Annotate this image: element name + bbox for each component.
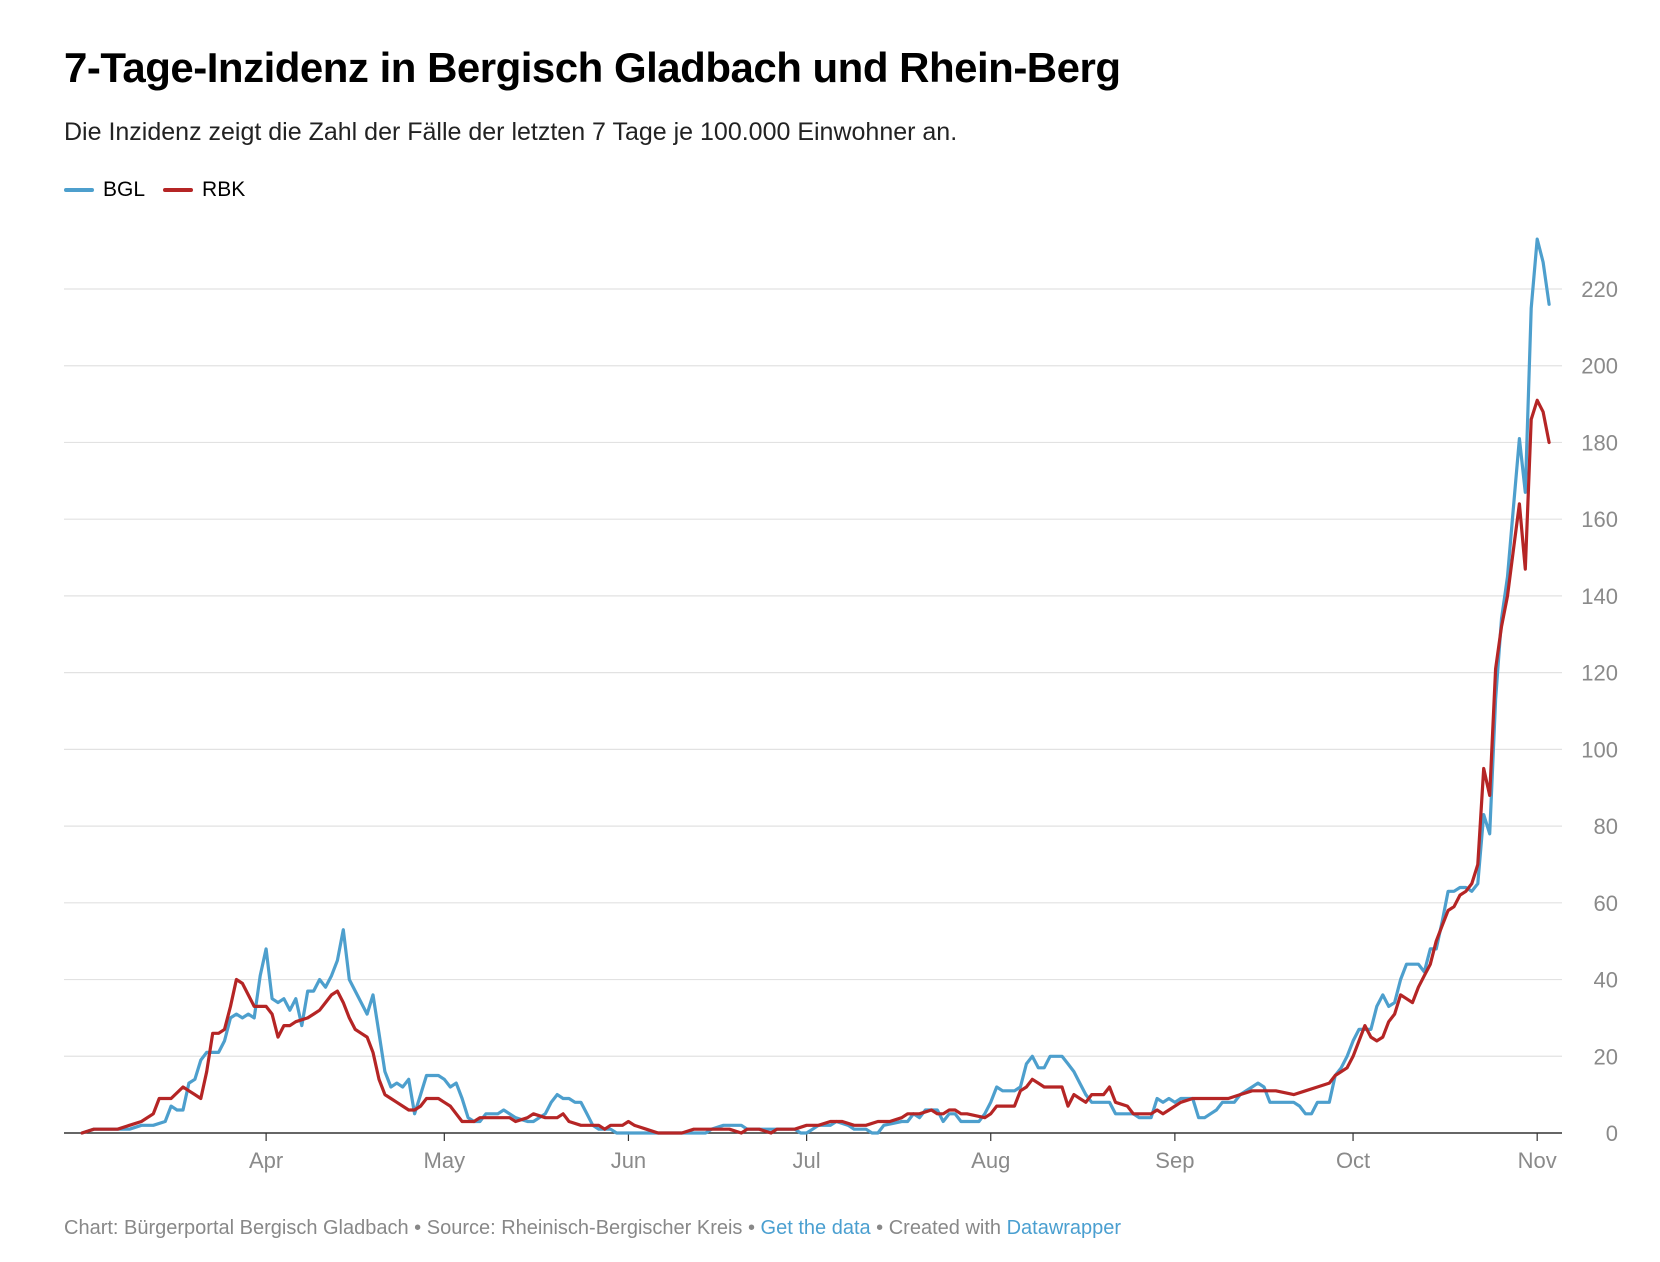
y-tick-label: 160 bbox=[1581, 507, 1618, 532]
footer-created-with: • Created with bbox=[870, 1217, 1007, 1239]
footer-credit: Chart: Bürgerportal Bergisch Gladbach • … bbox=[64, 1217, 761, 1239]
legend-item-bgl: BGL bbox=[64, 178, 145, 202]
chart-subtitle: Die Inzidenz zeigt die Zahl der Fälle de… bbox=[64, 118, 958, 146]
datawrapper-link[interactable]: Datawrapper bbox=[1006, 1217, 1122, 1239]
legend: BGL RBK bbox=[64, 178, 245, 202]
series-line-bgl bbox=[80, 237, 1551, 1135]
legend-label-bgl: BGL bbox=[103, 178, 146, 201]
y-tick-label: 140 bbox=[1581, 584, 1618, 609]
y-tick-label: 80 bbox=[1594, 814, 1618, 839]
legend-swatch-bgl bbox=[64, 188, 94, 192]
y-tick-label: 200 bbox=[1581, 354, 1618, 379]
legend-item-rbk: RBK bbox=[163, 178, 245, 202]
y-tick-label: 40 bbox=[1594, 968, 1618, 993]
x-tick-label: Aug bbox=[971, 1148, 1010, 1173]
footer: Chart: Bürgerportal Bergisch Gladbach • … bbox=[64, 1217, 1121, 1240]
legend-swatch-rbk bbox=[163, 188, 194, 192]
y-tick-label: 0 bbox=[1606, 1121, 1618, 1146]
x-tick-label: Oct bbox=[1336, 1148, 1370, 1173]
y-tick-label: 120 bbox=[1581, 661, 1618, 686]
x-tick-label: Nov bbox=[1518, 1148, 1557, 1173]
chart-title: 7-Tage-Inzidenz in Bergisch Gladbach und… bbox=[64, 44, 1121, 91]
x-tick-label: Jul bbox=[793, 1148, 821, 1173]
y-tick-label: 60 bbox=[1594, 891, 1618, 916]
legend-label-rbk: RBK bbox=[202, 178, 246, 201]
y-tick-label: 180 bbox=[1581, 430, 1618, 455]
y-tick-label: 100 bbox=[1581, 737, 1618, 762]
x-tick-label: May bbox=[424, 1148, 466, 1173]
series-line-rbk bbox=[80, 398, 1551, 1135]
get-data-link[interactable]: Get the data bbox=[760, 1217, 871, 1239]
x-tick-label: Sep bbox=[1155, 1148, 1194, 1173]
x-tick-label: Apr bbox=[249, 1148, 283, 1173]
y-tick-label: 20 bbox=[1594, 1044, 1618, 1069]
y-tick-label: 220 bbox=[1581, 277, 1618, 302]
x-tick-label: Jun bbox=[611, 1148, 646, 1173]
